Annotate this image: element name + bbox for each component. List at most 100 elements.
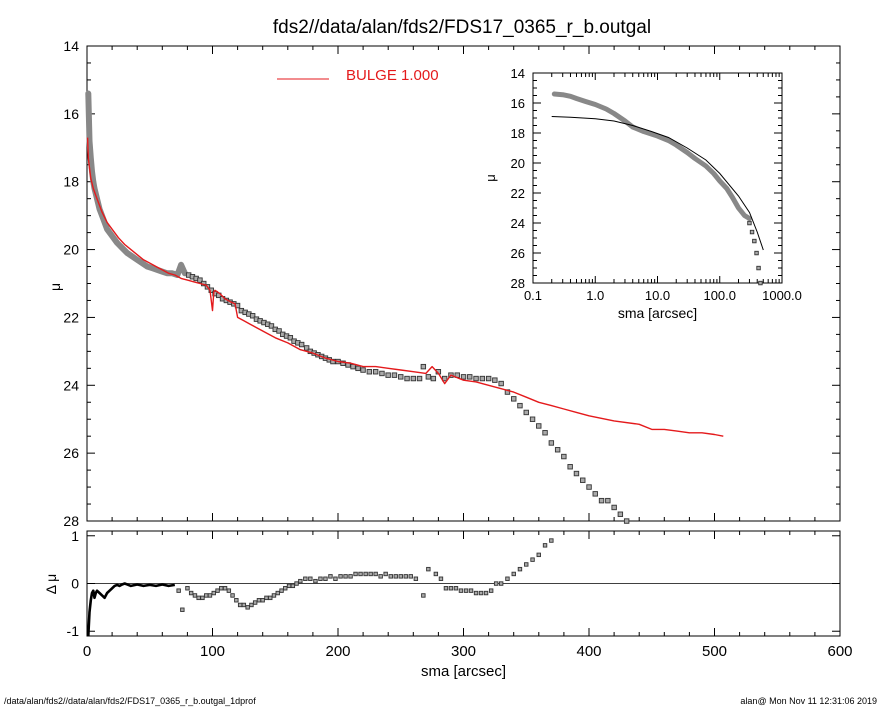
- data-point: [372, 369, 379, 375]
- residual-point: [237, 602, 243, 608]
- x-tick-label: 1000.0: [762, 288, 802, 303]
- y-tick-label: 22: [63, 309, 79, 325]
- residual-point: [373, 571, 378, 577]
- data-point: [756, 265, 761, 271]
- x-tick-label: 100: [200, 643, 225, 660]
- residual-point: [433, 571, 439, 577]
- residual-point: [438, 576, 444, 581]
- x-axis-label: sma [arcsec]: [618, 305, 697, 321]
- residual-point: [215, 588, 220, 593]
- residual-point: [468, 588, 474, 593]
- y-axis-label: Δ μ: [43, 574, 59, 595]
- residual-point: [298, 578, 303, 584]
- y-tick-label: 16: [63, 106, 79, 122]
- residual-point: [200, 595, 205, 601]
- data-point: [747, 220, 752, 226]
- residual-point: [498, 581, 504, 586]
- data-point: [752, 238, 757, 244]
- residual-point: [458, 588, 464, 593]
- residual-point: [426, 566, 431, 572]
- data-point: [398, 374, 404, 380]
- data-point: [268, 323, 275, 329]
- data-point: [611, 504, 617, 511]
- residual-point: [234, 598, 239, 603]
- x-tick-label: 200: [325, 643, 350, 660]
- residual-point: [393, 574, 398, 579]
- residual-point: [348, 574, 353, 579]
- footer-file-path: /data/alan/fds2//data/alan/fds2/FDS17_03…: [4, 696, 256, 706]
- data-point: [404, 375, 410, 382]
- residual-point: [323, 576, 328, 581]
- y-tick-label: 16: [511, 96, 525, 111]
- residual-point: [260, 598, 265, 603]
- data-point: [617, 511, 624, 517]
- legend-label: BULGE 1.000: [346, 67, 439, 84]
- data-point: [340, 360, 346, 366]
- data-point: [410, 375, 417, 382]
- y-tick-label: 18: [511, 126, 525, 141]
- x-tick-label: 400: [576, 643, 601, 660]
- residual-point: [268, 595, 273, 601]
- residual-point: [388, 574, 393, 579]
- residual-point: [358, 571, 363, 577]
- data-point: [586, 484, 592, 490]
- residual-point: [271, 593, 277, 598]
- model-line: [86, 137, 724, 437]
- x-tick-label: 0: [83, 643, 91, 660]
- residual-point: [421, 593, 426, 598]
- data-point: [420, 363, 427, 370]
- data-point: [391, 372, 398, 378]
- residual-point: [313, 578, 318, 584]
- y-tick-label: 18: [63, 174, 79, 190]
- data-point: [350, 363, 356, 370]
- residual-point: [252, 600, 258, 605]
- residual-point: [443, 586, 449, 591]
- residual-point: [413, 576, 419, 581]
- residual-point: [185, 586, 190, 591]
- residual-point: [363, 571, 368, 577]
- residual-point: [517, 566, 523, 572]
- data-point: [749, 229, 755, 235]
- residual-point: [180, 607, 185, 612]
- data-point: [197, 277, 203, 283]
- residual-point: [328, 574, 333, 579]
- data-band: [551, 91, 752, 221]
- residual-point: [249, 602, 254, 608]
- residual-point: [204, 593, 209, 598]
- y-tick-label: 22: [511, 186, 525, 201]
- data-point: [276, 328, 282, 334]
- residual-point: [398, 574, 403, 579]
- residual-point: [463, 588, 469, 593]
- data-point: [592, 491, 598, 497]
- residual-point: [290, 583, 296, 589]
- data-point: [567, 464, 573, 470]
- data-point: [536, 423, 542, 429]
- residual-point: [488, 588, 494, 593]
- x-tick-label: 100.0: [703, 288, 736, 303]
- residual-point: [542, 543, 548, 548]
- inset-background: [533, 73, 782, 283]
- inset-panel: 0.1 1.0 10.0 100.0 1000.0 14 16 18 20 22 24 26 28 sma…: [483, 66, 802, 321]
- data-point: [249, 313, 256, 319]
- footer-timestamp: alan@ Mon Nov 11 12:31:06 2019: [740, 696, 877, 706]
- data-point: [287, 335, 294, 341]
- data-point: [573, 470, 580, 477]
- data-point: [498, 380, 504, 387]
- residual-point: [207, 593, 213, 598]
- y-tick-label: 26: [63, 445, 79, 461]
- data-point: [379, 370, 385, 377]
- y-tick-label: 0: [71, 576, 79, 592]
- y-axis-label: μ: [47, 283, 63, 291]
- residual-point: [493, 581, 499, 586]
- residual-point: [192, 593, 198, 598]
- residual-point: [188, 590, 194, 596]
- data-point: [298, 341, 305, 348]
- residual-point: [230, 593, 235, 598]
- residual-point: [245, 605, 250, 610]
- residual-point: [473, 590, 479, 596]
- y-tick-label: 28: [511, 276, 525, 291]
- data-point: [561, 453, 567, 460]
- residual-point: [283, 586, 288, 591]
- data-point: [479, 375, 486, 382]
